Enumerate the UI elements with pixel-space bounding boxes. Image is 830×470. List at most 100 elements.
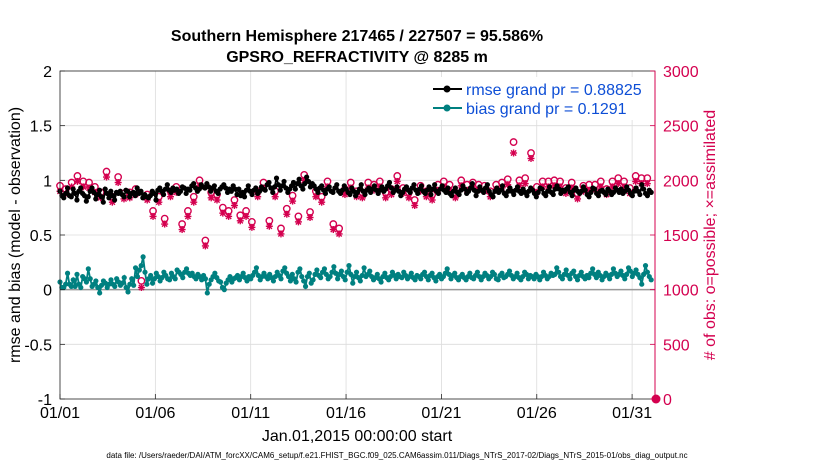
bias-point [134, 273, 141, 280]
bias-point [433, 278, 439, 284]
bias-point [593, 275, 600, 281]
bias-point [367, 268, 373, 274]
bias-point [335, 276, 341, 282]
bias-point [393, 276, 399, 282]
chart-title: Southern Hemisphere 217465 / 227507 = 95… [171, 28, 543, 45]
bias-point [206, 281, 212, 287]
rmse-point [300, 186, 306, 192]
bias-point [499, 270, 505, 276]
obs-assimilated-point [510, 149, 518, 157]
rmse-point [639, 182, 645, 188]
rmse-point [68, 194, 74, 200]
y-right-tick-label: 500 [663, 337, 690, 354]
rmse-point [407, 189, 413, 195]
legend: rmse grand pr = 0.88825 bias grand pr = … [428, 77, 649, 120]
obs-assimilated-point [161, 220, 169, 228]
obs-assimilated-point [405, 194, 413, 202]
rmse-point [629, 193, 635, 199]
bias-point [574, 277, 581, 283]
y-right-tick-label: 2500 [663, 119, 699, 136]
rmse-point [411, 182, 417, 188]
x-axis-label: Jan.01,2015 00:00:00 start [262, 428, 453, 445]
y-axis-label-right: # of obs: o=possible; ×=assimilated [702, 110, 719, 360]
bias-point [357, 278, 363, 284]
rmse-point [91, 189, 97, 195]
bias-point [95, 284, 101, 291]
bias-point [491, 271, 498, 277]
bias-point [183, 266, 190, 272]
bias-point [289, 271, 295, 277]
bias-point [314, 267, 320, 273]
bias-point [244, 278, 250, 284]
rmse-point [138, 188, 144, 194]
bias-point [240, 270, 246, 276]
bias-point [159, 275, 165, 281]
bias-point [590, 266, 596, 272]
x-tick-label: 01/31 [612, 405, 652, 422]
obs-assimilated-point [219, 209, 227, 217]
obs-assimilated-point [382, 194, 390, 202]
rmse-point [484, 182, 490, 188]
bias-point [467, 270, 473, 276]
rmse-point [595, 193, 602, 199]
bias-point [350, 280, 356, 286]
bias-point [506, 268, 513, 274]
bias-point [429, 270, 435, 276]
rmse-point [514, 184, 521, 190]
bias-point [607, 276, 613, 282]
x-axis: 01/01 01/06 01/11 01/16 01/21 01/26 01/31 [40, 394, 652, 422]
rmse-point [183, 190, 189, 197]
rmse-point [281, 178, 287, 185]
y-tick-label: -0.5 [24, 337, 52, 354]
obs-assimilated-point [236, 217, 244, 225]
bias-point [637, 275, 643, 281]
bias-point [559, 276, 566, 282]
rmse-point [388, 185, 394, 191]
bias-point [578, 269, 584, 275]
rmse-point [256, 188, 263, 194]
bias-point [302, 283, 309, 289]
y-right-tick-label: 0 [663, 392, 672, 409]
rmse-point [279, 183, 285, 189]
rmse-point [334, 182, 340, 188]
rmse-point [497, 187, 504, 193]
rmse-point [426, 184, 432, 190]
bias-point [421, 269, 428, 275]
bias-point [251, 269, 258, 275]
rmse-point [379, 184, 385, 190]
rmse-point [439, 183, 445, 189]
x-tick-label: 01/16 [326, 405, 366, 422]
rmse-point [435, 190, 442, 197]
bias-point [149, 280, 156, 286]
obs-assimilated-point [137, 283, 145, 291]
obs-assimilated-point [225, 212, 233, 220]
rmse-point [153, 197, 159, 203]
bias-point [112, 283, 118, 289]
obs-assimilated-point [230, 201, 238, 209]
rmse-point [445, 185, 451, 191]
obs-assimilated-point [73, 177, 81, 185]
bias-point [321, 266, 328, 272]
rmse-point [74, 197, 80, 203]
rmse-point [187, 187, 193, 193]
rmse-point [586, 194, 592, 200]
obs-assimilated-point [190, 198, 198, 206]
rmse-point [292, 186, 298, 192]
bias-point [418, 276, 424, 282]
bias-point [437, 271, 443, 277]
rmse-point [147, 193, 153, 199]
rmse-point [539, 186, 545, 192]
bias-point [301, 278, 307, 284]
rmse-point [569, 193, 575, 199]
y-axis-left: -1 -0.5 0 0.5 1 1.5 2 [24, 64, 65, 409]
bias-point [83, 279, 90, 285]
y-tick-label: -1 [38, 392, 52, 409]
bias-point [97, 290, 103, 296]
bias-point [93, 278, 99, 284]
bias-point [131, 282, 137, 288]
bias-point [633, 267, 639, 273]
rmse-point [72, 190, 78, 197]
legend-bias-label: bias grand pr = 0.1291 [466, 101, 627, 118]
rmse-point [191, 181, 197, 187]
